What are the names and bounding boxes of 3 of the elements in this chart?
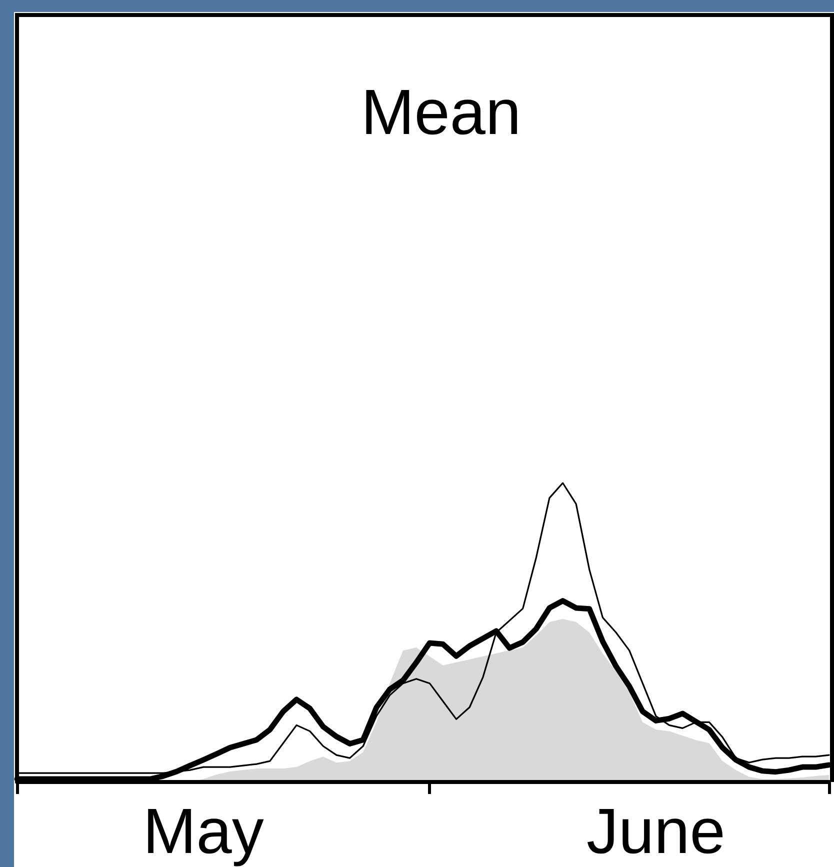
chart-title: Mean (360, 76, 522, 148)
x-tick-label: May (142, 795, 264, 867)
x-tick-label: June (586, 795, 726, 867)
